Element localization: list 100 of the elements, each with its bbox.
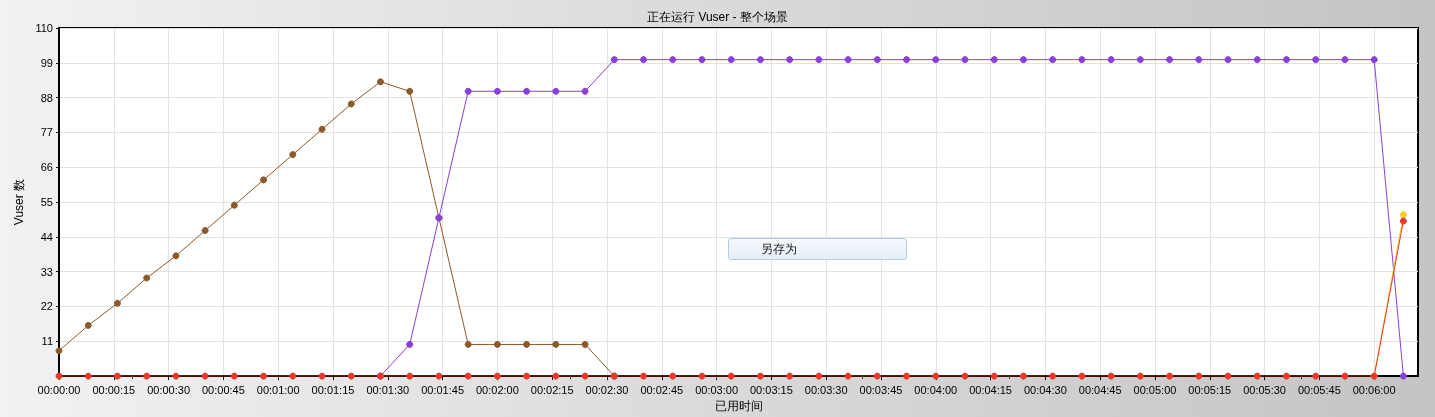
point [669,56,677,64]
x-tick-label: 00:01:15 [311,383,355,396]
point [698,372,706,380]
point [318,372,326,380]
point [552,340,560,348]
point [1341,372,1349,380]
point [143,274,151,282]
point [260,176,268,184]
point [873,372,881,380]
x-tick-label: 00:03:45 [859,383,903,396]
x-tick-label: 00:03:30 [804,383,848,396]
point [1107,372,1115,380]
point [581,372,589,380]
x-tick-label: 00:05:15 [1188,383,1232,396]
point [1166,56,1174,64]
x-tick-label: 00:04:45 [1078,383,1122,396]
x-tick-label: 00:04:00 [914,383,958,396]
point [1195,56,1203,64]
point [464,87,472,95]
point [260,372,268,380]
point [1224,372,1232,380]
x-tick-label: 00:05:30 [1243,383,1286,396]
point [172,372,180,380]
point [990,372,998,380]
x-tick-label: 00:04:30 [1023,383,1067,396]
point [1399,372,1407,380]
point [55,347,63,355]
point [581,340,589,348]
y-tick-label: 77 [40,126,53,139]
point [1282,56,1290,64]
point [289,151,297,159]
x-tick-label: 00:05:00 [1133,383,1177,396]
point [552,372,560,380]
x-tick-label: 00:02:30 [585,383,629,396]
point [1253,372,1261,380]
y-tick-label: 22 [40,300,53,313]
point [201,372,209,380]
x-tick-label: 00:02:45 [640,383,684,396]
y-tick-label: 33 [40,265,53,278]
point [610,56,618,64]
point [347,372,355,380]
x-tick-label: 00:00:15 [92,383,136,396]
point [1253,56,1261,64]
point [1399,211,1407,219]
point [84,372,92,380]
point [640,372,648,380]
point [1019,372,1027,380]
x-tick-label: 00:01:00 [256,383,300,396]
point [1166,372,1174,380]
y-tick-label: 55 [40,196,53,209]
point [903,56,911,64]
point [640,56,648,64]
point [815,372,823,380]
point [230,201,238,209]
point [406,340,414,348]
point [1049,56,1057,64]
point [523,340,531,348]
point [1078,56,1086,64]
point [523,87,531,95]
x-tick-label: 00:01:45 [421,383,464,396]
point [84,321,92,329]
point [552,87,560,95]
point [1224,56,1232,64]
point [406,372,414,380]
point [493,340,501,348]
point [523,372,531,380]
x-tick-label: 00:02:00 [475,383,519,396]
x-tick-label: 00:00:00 [37,383,81,396]
point [1019,56,1027,64]
y-tick-label: 88 [40,91,53,104]
point [406,87,414,95]
point [786,56,794,64]
x-axis-title: 已用时间 [714,399,763,413]
point [143,372,151,380]
point [669,372,677,380]
point [1107,56,1115,64]
point [1370,56,1378,64]
point [347,100,355,108]
x-tick-label: 00:03:00 [695,383,738,396]
point [932,372,940,380]
point [318,125,326,133]
x-tick-label: 00:06:00 [1352,383,1396,396]
point [201,227,209,235]
y-tick-label: 66 [40,161,53,174]
point [113,372,121,380]
point [1399,217,1407,225]
point [435,372,443,380]
point [844,56,852,64]
x-tick-label: 00:00:30 [147,383,191,396]
point [727,372,735,380]
chart-title: 正在运行 Vuser - 整个场景 [647,10,788,24]
point [1312,372,1320,380]
point [493,372,501,380]
x-tick-label: 00:02:15 [530,383,574,396]
x-tick-label: 00:01:30 [366,383,410,396]
point [1195,372,1203,380]
x-tick-label: 00:05:45 [1297,383,1341,396]
point [376,78,384,86]
y-tick-label: 99 [40,56,53,69]
x-tick-label: 00:03:15 [749,383,793,396]
